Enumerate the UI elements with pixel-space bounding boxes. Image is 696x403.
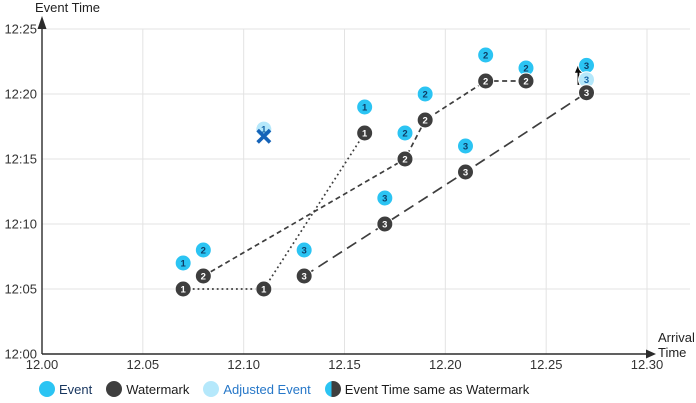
legend-item-watermark: Watermark [106,381,189,397]
watermark-point-2 [517,72,535,90]
watermark-point-2 [477,72,495,90]
adjusted-marker-icon [203,381,220,397]
adjusted-point-label: 1 [261,125,267,136]
event-point-label: 2 [201,245,206,256]
event-point-1 [174,254,192,272]
watermark-point-2 [416,111,434,129]
legend-item-adjusted: Adjusted Event [203,381,311,397]
watermark-point-label: 1 [261,284,267,295]
watermark-point-label: 2 [483,76,488,87]
event-point-label: 1 [362,102,368,113]
watermark-point-2 [396,150,414,168]
watermark-point-3 [295,267,313,285]
event-point-2 [194,241,212,259]
watermark-point-3 [376,215,394,233]
event-point-label: 1 [181,258,187,269]
connector-line-watermark-1 [183,132,366,290]
x-tick-label: 12.05 [127,357,160,372]
y-tick-label: 12:10 [4,217,37,232]
half-marker-icon [324,381,341,397]
watermark-point-label: 2 [523,76,528,87]
event-point-label: 3 [302,245,307,256]
watermark-point-3 [577,84,595,102]
watermark-point-label: 2 [423,115,428,126]
watermark-point-label: 1 [181,284,187,295]
event-point-2 [396,124,414,142]
connector-line-watermark-2 [202,80,526,277]
legend-label: Adjusted Event [223,381,311,397]
watermark-point-1 [174,280,192,298]
watermark-point-1 [255,280,273,298]
event-point-3 [295,241,313,259]
x-tick-label: 12.15 [328,357,361,372]
y-axis-title: Event Time [35,0,101,15]
legend-label: Event [59,381,93,397]
crossed-out-x-icon [256,128,272,144]
y-tick-label: 12:15 [4,152,37,167]
legend-item-half: Event Time same as Watermark [324,381,530,397]
legend: Event Watermark Adjusted Event Event Time s… [39,381,529,397]
watermark-point-3 [456,163,474,181]
y-tick-label: 12:25 [4,22,37,37]
event-point-label: 2 [423,89,428,100]
event-point-3 [376,189,394,207]
y-tick-label: 12:00 [4,347,37,362]
y-tick-label: 12:20 [4,87,37,102]
event-point-label: 3 [382,193,387,204]
x-tick-label: 12.00 [26,357,59,372]
event-point-2 [416,85,434,103]
watermark-point-1 [356,124,374,142]
watermark-point-label: 3 [584,88,589,99]
event-point-label: 2 [402,128,407,139]
y-tick-label: 12:05 [4,282,37,297]
legend-label: Watermark [126,381,190,397]
watermark-point-label: 1 [362,128,368,139]
watermark-point-label: 3 [302,271,307,282]
event-point-label: 2 [483,50,488,61]
event-point-label: 2 [523,63,528,74]
event-point-label: 3 [584,61,589,72]
adjusted-point-label: 3 [584,75,589,86]
x-axis-title: Arrival Time [658,330,695,360]
event-point-3 [456,137,474,155]
x-axis-arrowhead-icon [646,349,656,359]
event-marker-icon [39,381,55,397]
x-tick-label: 12.30 [631,357,664,372]
legend-item-event: Event [39,381,92,397]
y-axis-arrowhead-icon [37,16,47,29]
watermark-point-label: 2 [201,271,206,282]
event-point-label: 3 [463,141,468,152]
x-tick-label: 12.25 [530,357,563,372]
legend-label: Event Time same as Watermark [344,381,530,397]
x-tick-label: 12.10 [227,357,260,372]
watermark-marker-icon [106,381,123,397]
connector-line-watermark-3 [303,91,587,277]
watermark-point-label: 3 [463,167,468,178]
x-tick-label: 12.20 [429,357,462,372]
event-point-1 [356,98,374,116]
event-point-2 [477,46,495,64]
watermark-point-label: 2 [402,154,407,165]
watermark-point-label: 3 [382,219,387,230]
watermark-point-2 [194,267,212,285]
